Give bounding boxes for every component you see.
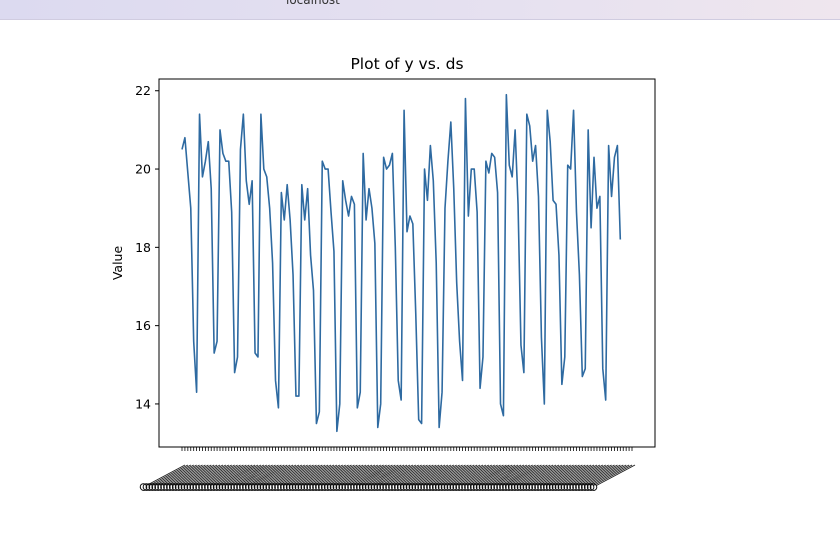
- chart-title: Plot of y vs. ds: [350, 55, 463, 73]
- y-axis-ticks: 14 16 18 20 22: [135, 83, 159, 411]
- y-tick-label: 14: [135, 396, 151, 411]
- address-text[interactable]: localhost: [286, 0, 340, 7]
- y-axis-label: Value: [110, 246, 125, 281]
- x-tick-label: [589, 464, 636, 491]
- x-axis-tick-labels: [139, 464, 636, 491]
- x-axis-ticks: [181, 447, 633, 451]
- y-tick-label: 16: [135, 318, 151, 333]
- series-line: [181, 93, 622, 433]
- y-tick-label: 22: [135, 83, 151, 98]
- y-tick-label: 20: [135, 162, 151, 177]
- y-tick-label: 18: [135, 240, 151, 255]
- browser-toolbar: localhost: [0, 0, 840, 20]
